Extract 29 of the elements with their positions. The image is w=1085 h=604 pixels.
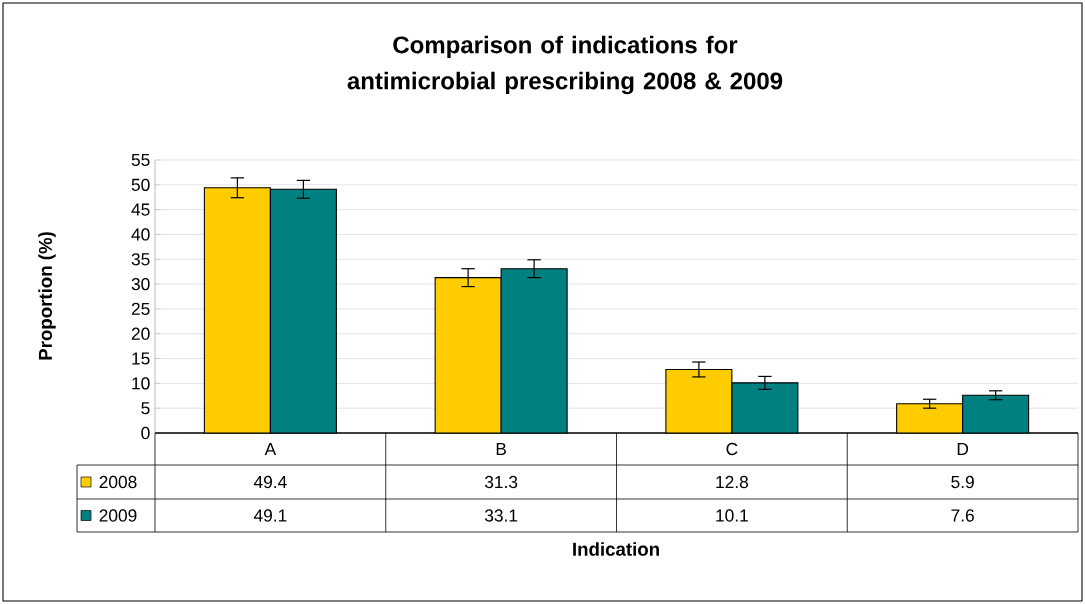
data-label: 49.1 xyxy=(253,509,287,522)
data-label: 31.3 xyxy=(484,475,518,489)
x-axis-title: Indication xyxy=(573,542,659,556)
x-tick-label: B xyxy=(496,443,506,455)
y-tick-label: 35 xyxy=(131,253,150,266)
y-tick-label: 30 xyxy=(131,277,150,291)
y-axis-title: Proportion (%) xyxy=(38,232,56,360)
y-tick-label: 55 xyxy=(131,153,150,167)
y-tick-label: 25 xyxy=(131,302,150,316)
legend-label: 2009 xyxy=(99,509,137,522)
data-label: 12.8 xyxy=(716,475,748,489)
data-label: 7.6 xyxy=(951,509,974,522)
y-tick-label: 0 xyxy=(141,426,150,440)
y-tick-label: 10 xyxy=(132,377,150,390)
y-tick-label: 15 xyxy=(132,352,150,365)
data-label: 49.4 xyxy=(253,475,287,489)
legend-label: 2008 xyxy=(99,475,137,489)
y-tick-label: 50 xyxy=(131,178,150,191)
x-tick-label: C xyxy=(726,442,738,456)
y-tick-label: 45 xyxy=(131,203,150,216)
x-tick-label: D xyxy=(957,443,969,455)
x-tick-label: A xyxy=(264,443,277,455)
y-tick-label: 5 xyxy=(141,402,150,415)
y-tick-label: 40 xyxy=(131,228,150,241)
data-label: 5.9 xyxy=(951,475,974,489)
data-label: 10.1 xyxy=(716,509,748,522)
chart-title: Comparison of indications for antimicrobial prescribing 2008 & 2009 xyxy=(347,35,783,95)
y-tick-label: 20 xyxy=(131,327,150,340)
data-label: 33.1 xyxy=(484,509,518,522)
